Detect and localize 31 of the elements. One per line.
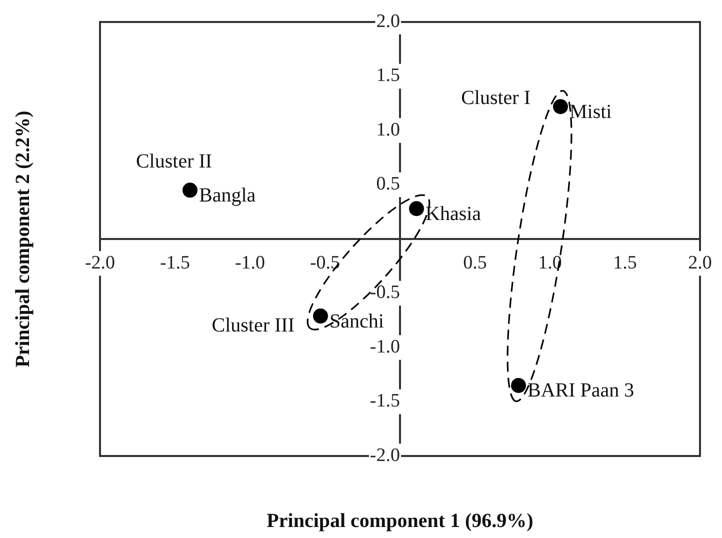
x-tick-label: -1.0 xyxy=(234,252,266,274)
series-label: Sanchi xyxy=(330,310,384,332)
x-tick-label: 1.5 xyxy=(613,252,637,274)
point xyxy=(553,99,568,114)
series-label: BARI Paan 3 xyxy=(528,380,634,402)
point xyxy=(409,201,424,216)
annotation: Cluster II xyxy=(136,150,212,172)
point xyxy=(511,378,526,393)
y-tick-label: 0.5 xyxy=(376,174,400,195)
x-tick-label: 0.5 xyxy=(463,252,487,274)
series-label: Khasia xyxy=(426,202,482,225)
y-tick-label: -0.5 xyxy=(370,282,400,304)
y-tick-label: 2.0 xyxy=(376,10,400,32)
x-tick-label: 1.0 xyxy=(538,252,562,274)
series-label: Misti xyxy=(570,100,612,123)
y-tick-label: 1.5 xyxy=(376,65,400,86)
y-tick-label: -2.0 xyxy=(370,444,400,466)
annotation: Cluster III xyxy=(212,314,294,336)
annotation: Cluster I xyxy=(461,86,530,109)
x-tick-label: -1.5 xyxy=(160,252,190,274)
y-axis-title: Principal component 2 (2.2%) xyxy=(12,110,34,368)
point xyxy=(182,182,198,198)
y-tick-label: 1.0 xyxy=(376,119,400,140)
x-tick-label: -0.5 xyxy=(310,252,340,274)
y-tick-label: -1.0 xyxy=(370,336,400,358)
series-label: Bangla xyxy=(199,184,256,206)
y-tick-label: -1.5 xyxy=(370,390,400,412)
x-tick-label: -2.0 xyxy=(84,252,116,274)
point xyxy=(313,308,328,324)
x-axis-title: Principal component 1 (96.9%) xyxy=(266,510,534,532)
x-tick-label: 2.0 xyxy=(688,252,712,274)
